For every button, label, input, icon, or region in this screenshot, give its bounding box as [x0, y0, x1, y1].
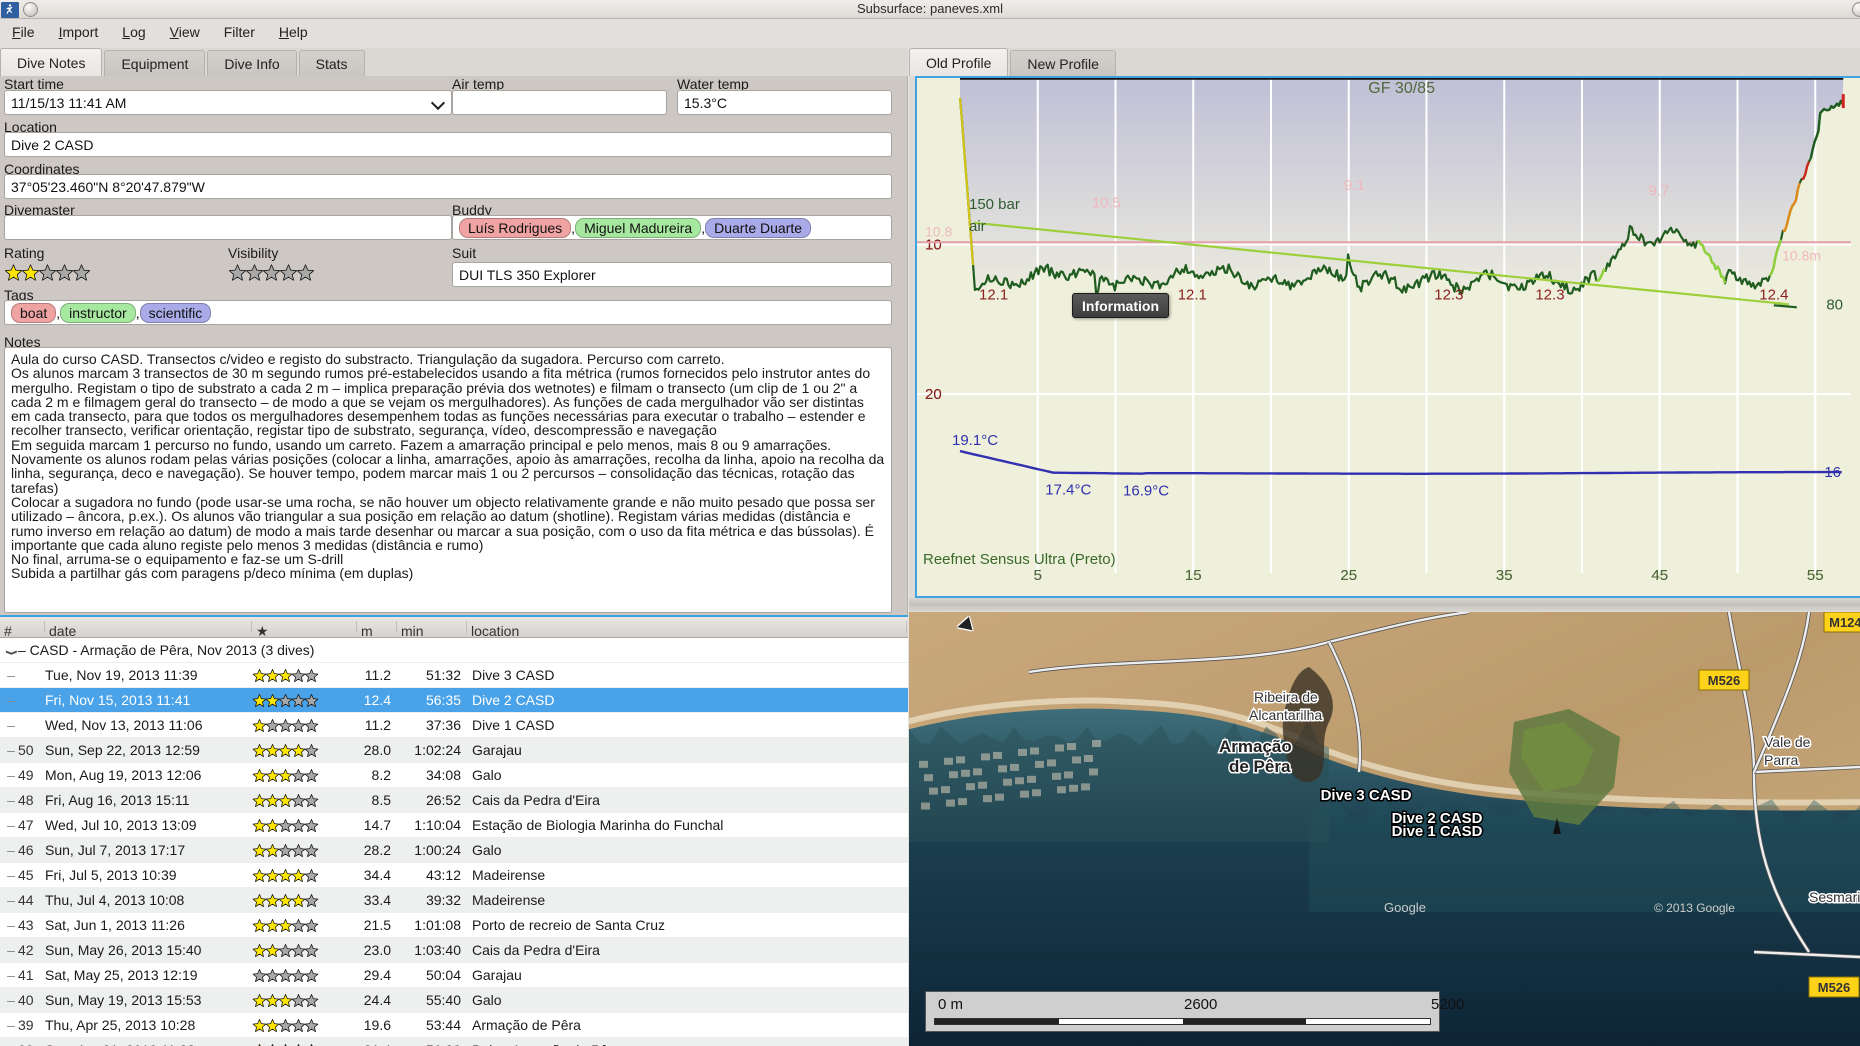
svg-text:150 bar: 150 bar — [969, 196, 1020, 213]
svg-text:10.5: 10.5 — [1092, 195, 1121, 212]
svg-text:Dive 1 CASD: Dive 1 CASD — [1392, 823, 1483, 840]
svg-text:12.1: 12.1 — [1178, 286, 1207, 303]
svg-text:45: 45 — [1651, 567, 1668, 584]
svg-text:35: 35 — [1496, 567, 1513, 584]
svg-text:80: 80 — [1826, 296, 1843, 313]
svg-text:M526: M526 — [1818, 980, 1851, 995]
svg-text:20: 20 — [925, 386, 942, 403]
svg-text:9.1: 9.1 — [1344, 177, 1365, 194]
svg-text:Dive 3 CASD: Dive 3 CASD — [1321, 787, 1412, 804]
svg-text:5: 5 — [1034, 567, 1042, 584]
svg-text:Alcantarilha: Alcantarilha — [1249, 707, 1322, 723]
svg-text:Sesmarias: Sesmarias — [1809, 889, 1860, 905]
svg-text:© 2013 Google: © 2013 Google — [1654, 901, 1735, 915]
svg-text:12.3: 12.3 — [1434, 286, 1463, 303]
svg-text:M1241: M1241 — [1829, 615, 1860, 630]
svg-text:12.3: 12.3 — [1535, 286, 1564, 303]
svg-text:10.8m: 10.8m — [1782, 247, 1821, 263]
svg-text:air: air — [969, 218, 986, 235]
svg-text:Ribeira de: Ribeira de — [1254, 689, 1318, 705]
svg-text:de Pêra: de Pêra — [1229, 757, 1291, 776]
svg-text:Google: Google — [1384, 900, 1426, 915]
svg-text:55: 55 — [1807, 567, 1824, 584]
svg-text:Armação: Armação — [1219, 737, 1292, 756]
svg-text:25: 25 — [1340, 567, 1357, 584]
svg-text:9.7: 9.7 — [1649, 183, 1670, 200]
svg-text:GF 30/85: GF 30/85 — [1368, 80, 1435, 97]
svg-text:M526: M526 — [1708, 673, 1741, 688]
svg-text:12.1: 12.1 — [979, 286, 1008, 303]
svg-text:Vale de: Vale de — [1764, 734, 1811, 750]
svg-text:Parra: Parra — [1764, 752, 1798, 768]
svg-text:10.8: 10.8 — [925, 223, 952, 239]
svg-text:15: 15 — [1185, 567, 1202, 584]
